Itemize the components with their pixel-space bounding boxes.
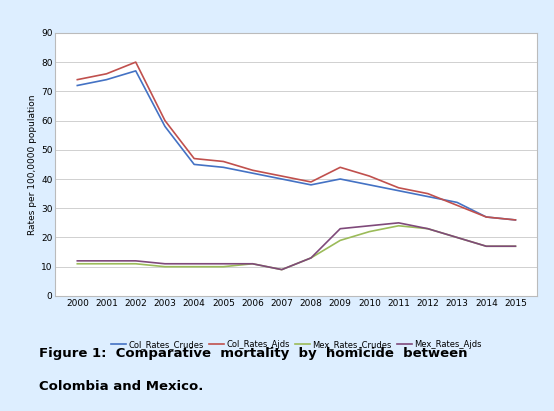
- Col_Rates_Crudes: [512, 217, 519, 222]
- Mex_Rates_Crudes: [483, 244, 490, 249]
- Mex_Rates_Ajds: [74, 259, 81, 263]
- Col_Rates_Ajds: [249, 168, 256, 173]
- Mex_Rates_Crudes: [249, 261, 256, 266]
- Mex_Rates_Ajds: [337, 226, 343, 231]
- Col_Rates_Crudes: [279, 177, 285, 182]
- Col_Rates_Ajds: [512, 217, 519, 222]
- Col_Rates_Crudes: [337, 177, 343, 182]
- Mex_Rates_Crudes: [337, 238, 343, 243]
- Col_Rates_Ajds: [483, 215, 490, 219]
- Line: Col_Rates_Ajds: Col_Rates_Ajds: [78, 62, 515, 220]
- Mex_Rates_Ajds: [424, 226, 431, 231]
- Mex_Rates_Crudes: [279, 267, 285, 272]
- Col_Rates_Crudes: [483, 215, 490, 219]
- Mex_Rates_Ajds: [512, 244, 519, 249]
- Mex_Rates_Crudes: [512, 244, 519, 249]
- Mex_Rates_Ajds: [191, 261, 197, 266]
- Mex_Rates_Crudes: [162, 264, 168, 269]
- Mex_Rates_Crudes: [424, 226, 431, 231]
- Col_Rates_Ajds: [103, 72, 110, 76]
- Mex_Rates_Ajds: [454, 235, 460, 240]
- Col_Rates_Crudes: [424, 194, 431, 199]
- Y-axis label: Rates per 100,0000 population: Rates per 100,0000 population: [28, 94, 37, 235]
- Mex_Rates_Ajds: [249, 261, 256, 266]
- Mex_Rates_Crudes: [454, 235, 460, 240]
- Col_Rates_Ajds: [454, 203, 460, 208]
- Mex_Rates_Ajds: [279, 267, 285, 272]
- Col_Rates_Crudes: [396, 188, 402, 193]
- Mex_Rates_Crudes: [74, 261, 81, 266]
- Line: Col_Rates_Crudes: Col_Rates_Crudes: [78, 71, 515, 220]
- Text: Colombia and Mexico.: Colombia and Mexico.: [39, 380, 203, 393]
- Col_Rates_Ajds: [162, 118, 168, 123]
- Mex_Rates_Ajds: [307, 256, 314, 261]
- Col_Rates_Ajds: [307, 180, 314, 185]
- Text: Figure 1:  Comparative  mortality  by  homicide  between: Figure 1: Comparative mortality by homic…: [39, 347, 467, 360]
- Mex_Rates_Ajds: [483, 244, 490, 249]
- Legend: Col_Rates_Crudes, Col_Rates_Ajds, Mex_Rates_Crudes, Mex_Rates_Ajds: Col_Rates_Crudes, Col_Rates_Ajds, Mex_Ra…: [107, 337, 485, 353]
- Line: Mex_Rates_Crudes: Mex_Rates_Crudes: [78, 226, 515, 270]
- Mex_Rates_Crudes: [103, 261, 110, 266]
- Col_Rates_Crudes: [249, 171, 256, 175]
- Col_Rates_Crudes: [74, 83, 81, 88]
- Col_Rates_Crudes: [191, 162, 197, 167]
- Col_Rates_Ajds: [366, 173, 373, 178]
- Col_Rates_Ajds: [220, 159, 227, 164]
- Mex_Rates_Crudes: [396, 223, 402, 228]
- Col_Rates_Crudes: [220, 165, 227, 170]
- Col_Rates_Ajds: [337, 165, 343, 170]
- Col_Rates_Crudes: [132, 68, 139, 73]
- Col_Rates_Ajds: [74, 77, 81, 82]
- Mex_Rates_Ajds: [103, 259, 110, 263]
- Mex_Rates_Ajds: [220, 261, 227, 266]
- Col_Rates_Ajds: [424, 191, 431, 196]
- Mex_Rates_Crudes: [191, 264, 197, 269]
- Col_Rates_Ajds: [396, 185, 402, 190]
- Line: Mex_Rates_Ajds: Mex_Rates_Ajds: [78, 223, 515, 270]
- Col_Rates_Crudes: [366, 182, 373, 187]
- Col_Rates_Ajds: [191, 156, 197, 161]
- Col_Rates_Crudes: [103, 77, 110, 82]
- Mex_Rates_Ajds: [162, 261, 168, 266]
- Mex_Rates_Ajds: [366, 223, 373, 228]
- Col_Rates_Crudes: [307, 182, 314, 187]
- Col_Rates_Ajds: [279, 173, 285, 178]
- Mex_Rates_Crudes: [366, 229, 373, 234]
- Mex_Rates_Crudes: [307, 256, 314, 261]
- Col_Rates_Ajds: [132, 60, 139, 65]
- Col_Rates_Crudes: [162, 124, 168, 129]
- Mex_Rates_Ajds: [132, 259, 139, 263]
- Col_Rates_Crudes: [454, 200, 460, 205]
- Mex_Rates_Ajds: [396, 220, 402, 225]
- Mex_Rates_Crudes: [132, 261, 139, 266]
- Mex_Rates_Crudes: [220, 264, 227, 269]
